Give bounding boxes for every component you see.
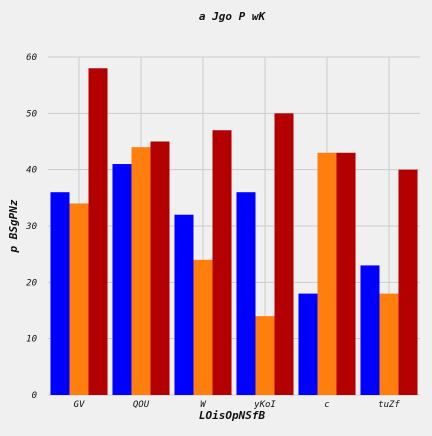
bar-W-series-3 — [212, 130, 232, 395]
y-tick-label: 10 — [26, 335, 37, 345]
y-tick-label: 20 — [26, 278, 37, 288]
bar-c-series-1 — [298, 293, 318, 395]
bar-c-series-3 — [336, 152, 356, 395]
y-tick-label: 50 — [26, 109, 37, 119]
x-axis-label: LOisOpNSfB — [199, 409, 266, 422]
bar-GV-series-2 — [69, 203, 89, 395]
y-ticks: 0 10 20 30 40 50 60 — [25, 53, 37, 401]
bar-GV-series-3 — [88, 68, 108, 396]
x-tick-label: c — [324, 400, 329, 410]
x-tick-label: GV — [74, 400, 85, 410]
chart-title: a Jgo P wK — [199, 10, 267, 23]
bar-QOU-series-3 — [150, 141, 170, 395]
bar-GV-series-1 — [50, 192, 70, 395]
x-tick-label: yKoI — [253, 400, 276, 410]
bar-QOU-series-1 — [112, 164, 132, 395]
bar-tuZf-series-1 — [360, 265, 380, 395]
bar-yKoI-series-1 — [236, 192, 256, 395]
y-axis-label: p BSgPNz — [7, 199, 20, 253]
x-tick-label: W — [200, 400, 207, 410]
y-tick-label: 40 — [26, 166, 37, 176]
bar-tuZf-series-2 — [379, 293, 399, 395]
bar-QOU-series-2 — [131, 147, 151, 395]
x-tick-label: tuZf — [378, 400, 400, 410]
bar-c-series-2 — [317, 152, 337, 395]
y-tick-label: 30 — [25, 222, 37, 232]
bars-layer — [50, 68, 418, 396]
bar-W-series-1 — [174, 214, 194, 395]
y-tick-label: 60 — [26, 53, 37, 63]
y-tick-label: 0 — [32, 391, 37, 401]
bar-W-series-2 — [193, 259, 213, 395]
x-tick-label: QOU — [133, 400, 150, 410]
bar-tuZf-series-3 — [398, 169, 418, 395]
bar-yKoI-series-3 — [274, 113, 294, 395]
bar-yKoI-series-2 — [255, 316, 275, 395]
